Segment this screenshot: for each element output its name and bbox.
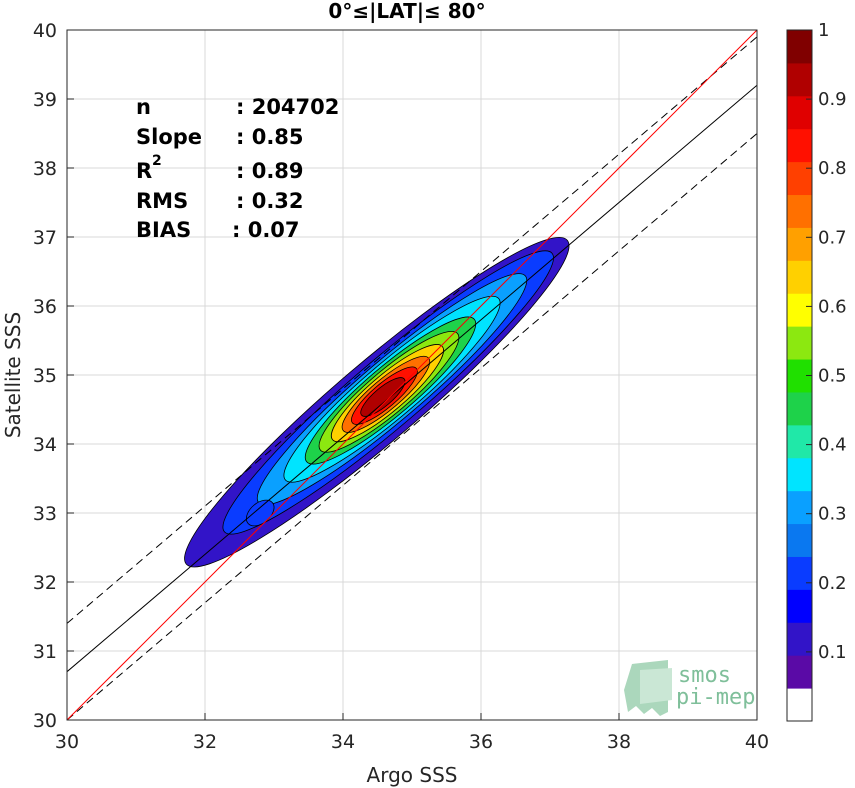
x-tick-label: 36 [469,731,493,753]
colorbar-tick-label: 0.5 [818,366,847,387]
y-axis-label: Satellite SSS [1,312,25,438]
colorbar-segment [787,490,812,525]
colorbar-segment [787,457,812,492]
stat-rms-value: : 0.32 [236,189,304,213]
colorbar-segment [787,62,812,97]
colorbar-tick-label: 1 [818,20,829,41]
colorbar-tick-label: 0.9 [818,89,847,110]
lower-confidence-line [67,133,757,720]
regression-line [67,84,757,673]
plot-frame [66,29,758,721]
colorbar [787,30,812,722]
colorbar-tick-label: 0.7 [818,227,847,248]
y-tick-label: 40 [33,20,57,42]
colorbar-tick-label: 0.1 [818,642,847,663]
stat-rms-label: RMS [136,189,188,213]
logo: smos pi-mep [624,660,755,716]
stat-n-value: : 204702 [236,95,339,119]
logo-wave-icon [624,660,672,716]
colorbar-segment [787,655,812,689]
x-tick-label: 30 [55,731,79,753]
y-tick-label: 33 [33,503,57,525]
y-tick-label: 39 [33,89,57,111]
identity-line [67,30,757,720]
x-tick-label: 38 [607,731,631,753]
colorbar-segment [787,260,812,294]
x-tick-label: 40 [745,731,769,753]
colorbar-segment [787,688,812,722]
contour-level [360,377,406,417]
stat-bias-value: : 0.07 [232,218,300,242]
colorbar-segment [787,227,812,261]
stat-slope-label: Slope [136,125,202,149]
logo-line1: smos [678,663,731,688]
stat-r2-sup: 2 [152,153,162,169]
colorbar-segment [787,95,812,130]
colorbar-segment [787,523,812,557]
colorbar-tick-label: 0.4 [818,435,847,456]
colorbar-segment [787,161,812,196]
reference-lines [67,30,757,720]
stat-bias-label: BIAS [136,218,191,242]
colorbar-tick-label: 0.2 [818,573,847,594]
y-tick-label: 34 [33,434,57,456]
colorbar-tick-label: 0.8 [818,158,847,179]
x-tick-label: 34 [331,731,355,753]
chart-title: 0°≤|LAT|≤ 80° [328,0,485,23]
colorbar-segment [787,424,812,459]
colorbar-segment [787,326,812,360]
stat-r2-label: R [136,159,152,183]
x-tick-labels: 30 32 34 36 38 40 [55,731,769,753]
colorbar-tick-label: 0.6 [818,296,847,317]
colorbar-segment [787,30,812,64]
colorbar-segment [787,589,812,623]
colorbar-segment [787,556,812,590]
y-tick-label: 38 [33,158,57,180]
y-tick-label: 30 [33,710,57,732]
colorbar-segment [787,194,812,228]
y-tick-label: 35 [33,365,57,387]
x-tick-label: 32 [193,731,217,753]
colorbar-segment [787,128,812,163]
y-tick-label: 32 [33,572,57,594]
stat-r2-value: : 0.89 [236,159,304,183]
y-tick-labels: 30 31 32 33 34 35 36 37 38 39 40 [33,20,57,732]
stats-box: n : 204702 Slope : 0.85 R 2 : 0.89 RMS :… [136,95,339,242]
colorbar-segment [787,622,812,656]
colorbar-segment [787,391,812,426]
y-tick-label: 37 [33,227,57,249]
x-axis-label: Argo SSS [367,763,458,787]
colorbar-segment [787,293,812,327]
upper-confidence-line [67,36,757,624]
logo-line2: pi-mep [676,685,755,710]
stat-slope-value: : 0.85 [236,125,304,149]
colorbar-tick-label: 0.3 [818,504,847,525]
y-tick-label: 36 [33,296,57,318]
stat-n-label: n [136,95,151,119]
colorbar-ticks: 0.1 0.2 0.3 0.4 0.5 0.6 0.7 0.8 0.9 1 [806,20,847,663]
y-tick-label: 31 [33,641,57,663]
